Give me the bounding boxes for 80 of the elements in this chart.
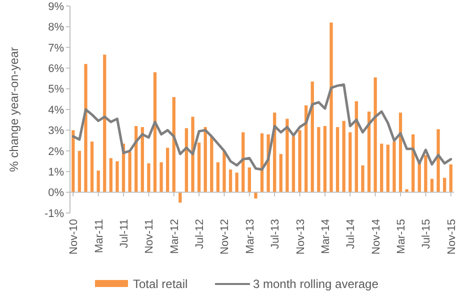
- bar: [235, 172, 238, 192]
- x-tick-label: Jul-11: [118, 219, 131, 248]
- x-tick-label: Mar-15: [395, 219, 408, 254]
- bar: [78, 150, 82, 192]
- bar: [84, 64, 88, 192]
- bar: [254, 192, 258, 199]
- bar: [248, 167, 251, 192]
- bar: [449, 164, 452, 192]
- y-axis-title: % change year-on-year: [7, 47, 21, 172]
- x-tick-label: Mar-13: [244, 219, 256, 254]
- bar: [184, 128, 188, 192]
- bar: [330, 22, 333, 192]
- bar: [436, 129, 440, 192]
- bar: [361, 165, 364, 192]
- x-tick-label: Nov-14: [370, 219, 382, 254]
- x-tick-label: Nov-10: [68, 219, 80, 254]
- bar: [336, 127, 340, 192]
- y-tick-label: 7%: [48, 42, 64, 54]
- x-tick-label: Nov-13: [294, 219, 307, 254]
- x-tick-label: Jul-13: [270, 219, 282, 249]
- bar: [367, 112, 371, 192]
- bar: [96, 170, 100, 192]
- bar: [424, 155, 428, 192]
- bar: [216, 162, 220, 192]
- bar: [90, 142, 94, 192]
- bar: [279, 154, 282, 192]
- bar: [292, 136, 296, 192]
- bar: [348, 132, 352, 192]
- x-tick-label: Jul-12: [194, 219, 206, 249]
- x-tick-label: Jul-15: [420, 219, 433, 249]
- bar: [430, 178, 434, 192]
- bar: [323, 126, 327, 192]
- bar: [210, 136, 214, 192]
- bar: [298, 130, 302, 192]
- x-tick-label: Nov-15: [446, 219, 458, 254]
- bar: [380, 144, 384, 192]
- bar: [392, 142, 396, 192]
- bar: [128, 152, 132, 192]
- x-tick-label: Jul-14: [345, 219, 358, 249]
- y-tick-label: 9%: [48, 0, 64, 13]
- bar: [405, 189, 408, 192]
- y-tick-label: 8%: [48, 22, 64, 34]
- y-tick-label: 1%: [48, 166, 64, 178]
- bar: [354, 101, 358, 192]
- bar: [160, 162, 163, 192]
- bar: [386, 144, 390, 192]
- x-tick-label: Mar-12: [168, 219, 181, 254]
- bar: [286, 118, 289, 192]
- bar: [197, 142, 201, 192]
- bar: [374, 77, 377, 192]
- bar: [222, 150, 226, 192]
- bar: [72, 130, 75, 192]
- y-tick-label: 2%: [48, 146, 64, 158]
- y-tick-label: 4%: [48, 104, 64, 116]
- bar: [317, 127, 320, 192]
- legend-label: 3 month rolling average: [253, 277, 379, 292]
- bar: [191, 116, 194, 192]
- y-tick-label: 3%: [48, 125, 64, 138]
- bar: [228, 170, 232, 192]
- x-tick-label: Mar-11: [93, 219, 106, 254]
- bar: [140, 127, 144, 192]
- x-tick-label: Mar-14: [320, 219, 332, 254]
- bar: [103, 54, 106, 192]
- bar: [166, 148, 170, 192]
- bar: [310, 82, 314, 192]
- line-series: [72, 83, 452, 171]
- bar: [147, 163, 150, 192]
- bar: [342, 120, 346, 192]
- x-tick-label: Nov-12: [219, 219, 232, 254]
- legend-label: Total retail: [133, 277, 188, 292]
- y-tick-label: 5%: [48, 84, 64, 96]
- bar: [442, 178, 446, 192]
- x-tick-label: Nov-11: [144, 219, 156, 254]
- bar: [153, 72, 157, 192]
- y-tick-label: -1%: [44, 208, 64, 220]
- bar: [204, 127, 207, 192]
- y-tick-label: 6%: [48, 62, 64, 75]
- bar: [116, 161, 119, 192]
- bar: [109, 158, 112, 192]
- y-tick-label: 0%: [48, 187, 64, 200]
